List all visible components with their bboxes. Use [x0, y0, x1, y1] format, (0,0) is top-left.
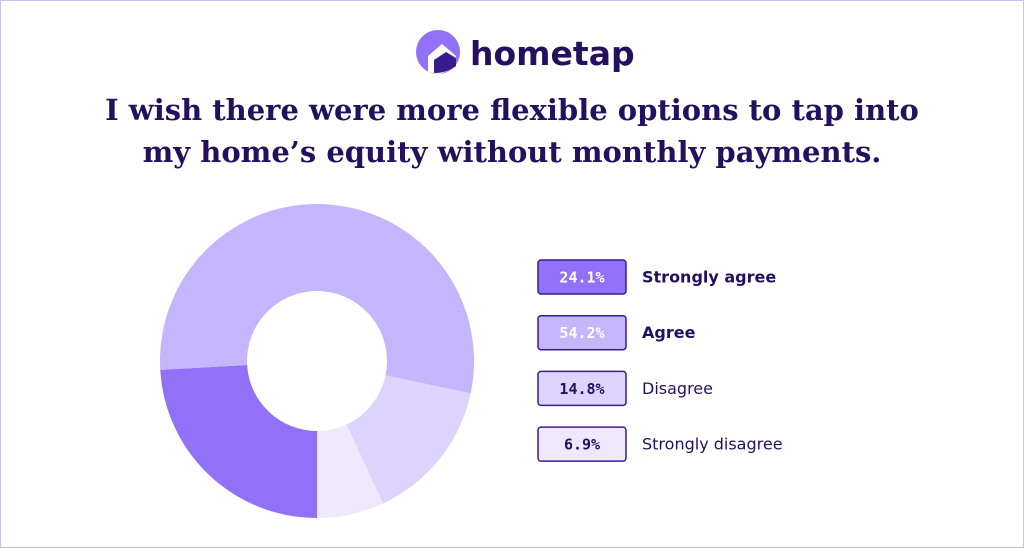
legend-value: 24.1% — [559, 269, 604, 287]
title-line: my home’s equity without monthly payment… — [143, 135, 882, 169]
legend-value: 6.9% — [564, 436, 600, 454]
slice — [160, 364, 317, 518]
legend-swatch — [537, 314, 627, 351]
legend-value: 54.2% — [559, 324, 604, 342]
legend-label: Disagree — [642, 379, 713, 398]
legend-value: 14.8% — [559, 380, 604, 398]
slice — [346, 375, 471, 504]
legend-swatch — [537, 426, 627, 462]
legend-swatch — [537, 259, 627, 295]
title-line: I wish there were more flexible options … — [105, 93, 919, 127]
legend-label: Strongly agree — [642, 268, 776, 287]
slice — [160, 203, 475, 394]
logo-roof — [434, 52, 456, 73]
legend-label: Agree — [642, 323, 696, 342]
slice — [317, 424, 383, 518]
legend-swatch — [537, 370, 627, 407]
logo: hometap — [416, 30, 635, 74]
legend-label: Strongly disagree — [642, 435, 783, 454]
brand: hometap — [470, 34, 635, 73]
